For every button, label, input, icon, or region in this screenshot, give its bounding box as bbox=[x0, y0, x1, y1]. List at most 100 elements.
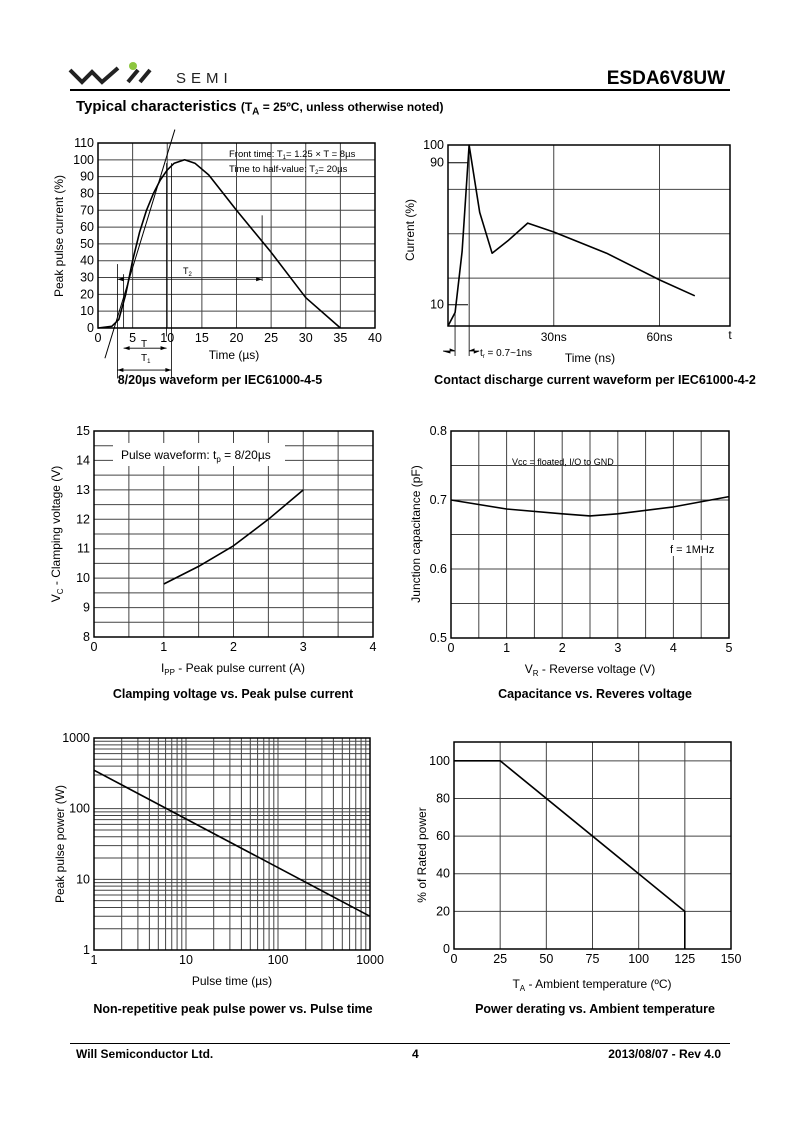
chart4-xtick-label: 4 bbox=[670, 641, 677, 655]
chart1-xtick-label: 35 bbox=[333, 331, 347, 345]
chart1-xlabel: Time (µs) bbox=[209, 348, 259, 362]
chart6-ytick-label: 60 bbox=[436, 829, 450, 843]
chart4-xtick-label: 0 bbox=[448, 641, 455, 655]
chart4-xtick-label: 3 bbox=[614, 641, 621, 655]
chart1-series-line bbox=[97, 159, 341, 329]
chart3-title: Clamping voltage vs. Peak pulse current bbox=[112, 687, 354, 701]
chart6-plot-frame bbox=[453, 741, 732, 950]
chart3-ytick-label: 13 bbox=[76, 483, 90, 497]
chart1-t1-label: T1 bbox=[141, 353, 151, 365]
chart3-xtick-label: 0 bbox=[91, 640, 98, 654]
logo bbox=[68, 60, 168, 93]
chart4-series-line bbox=[450, 495, 730, 517]
chart6-ytick-label: 40 bbox=[436, 867, 450, 881]
chart4-xtick-label: 1 bbox=[503, 641, 510, 655]
chart4-ylabel: Junction capacitance (pF) bbox=[409, 465, 423, 602]
footer-company: Will Semiconductor Ltd. bbox=[76, 1047, 214, 1061]
chart4-frequency: f = 1MHz bbox=[670, 544, 714, 556]
chart3-pulse-annotation: Pulse waveform: tp = 8/20µs bbox=[121, 448, 271, 464]
chart5-ytick-label: 1000 bbox=[62, 731, 90, 745]
chart4-xtick-label: 5 bbox=[726, 641, 733, 655]
chart6-series-line bbox=[454, 760, 686, 949]
chart5-ytick-label: 100 bbox=[69, 802, 90, 816]
chart4-ytick-label: 0.7 bbox=[430, 493, 447, 507]
footer-date-rev: 2013/08/07 - Rev 4.0 bbox=[608, 1047, 721, 1061]
chart1-ytick-label: 10 bbox=[80, 304, 94, 318]
chart1-xtick-label: 10 bbox=[160, 331, 174, 345]
chart1-plot-frame bbox=[97, 142, 376, 329]
chart1-ytick-label: 40 bbox=[80, 254, 94, 268]
chart6-xtick-label: 150 bbox=[721, 952, 742, 966]
chart3-ytick-label: 14 bbox=[76, 453, 90, 467]
will-logo-icon bbox=[68, 62, 152, 85]
chart1-title: 8/20µs waveform per IEC61000-4-5 bbox=[117, 373, 323, 387]
chart3-xtick-label: 4 bbox=[370, 640, 377, 654]
chart4-xtick-label: 2 bbox=[559, 641, 566, 655]
chart6-ytick-label: 20 bbox=[436, 904, 450, 918]
chart2-plot-frame bbox=[447, 144, 731, 327]
chart3-ytick-label: 9 bbox=[83, 601, 90, 615]
chart3-ytick-label: 11 bbox=[77, 542, 90, 556]
chart1-ytick-label: 70 bbox=[80, 203, 94, 217]
chart1-xtick-label: 0 bbox=[95, 331, 102, 345]
chart2-x-end-label: t bbox=[728, 328, 732, 342]
chart1-arrowhead-icon bbox=[117, 368, 172, 373]
chart6-xtick-label: 75 bbox=[586, 952, 600, 966]
chart3-ytick-label: 10 bbox=[76, 571, 90, 585]
chart6-ytick-label: 80 bbox=[436, 791, 450, 805]
section-condition: (TA = 25ºC, unless otherwise noted) bbox=[240, 100, 444, 118]
chart2-tr-label: tr = 0.7~1ns bbox=[480, 348, 532, 360]
chart6-ylabel: % of Rated power bbox=[415, 807, 429, 902]
chart2-ylabel: Current (%) bbox=[403, 199, 417, 261]
chart2-title: Contact discharge current waveform per I… bbox=[434, 373, 756, 387]
chart3-xtick-label: 2 bbox=[230, 640, 237, 654]
chart1-ytick-label: 20 bbox=[80, 287, 94, 301]
chart1-front-time: Front time: T1= 1.25 × T = 8µs bbox=[229, 149, 356, 161]
chart1-xtick-label: 25 bbox=[264, 331, 278, 345]
chart1-xtick-label: 40 bbox=[368, 331, 382, 345]
chart5-ytick-label: 10 bbox=[76, 872, 90, 886]
chart5-plot-frame bbox=[93, 737, 371, 951]
chart1-ytick-label: 60 bbox=[80, 220, 94, 234]
part-number: ESDA6V8UW bbox=[606, 68, 725, 89]
chart1-half-time: Time to half-value: T2= 20µs bbox=[229, 164, 348, 176]
chart4-ytick-label: 0.6 bbox=[430, 562, 447, 576]
chart6-xlabel: TA - Ambient temperature (ºC) bbox=[512, 977, 671, 993]
chart1-ytick-label: 50 bbox=[80, 237, 94, 251]
chart4-plot-frame bbox=[450, 430, 730, 639]
footer-page: 4 bbox=[412, 1047, 419, 1061]
chart2-ytick-label: 90 bbox=[430, 156, 444, 170]
axis-labels: Time (µs) Peak pulse current (%) Front t… bbox=[49, 149, 725, 993]
chart5-xtick-label: 1 bbox=[91, 953, 98, 967]
chart5-xlabel: Pulse time (µs) bbox=[192, 974, 272, 988]
chart4-xlabel: VR - Reverse voltage (V) bbox=[525, 662, 656, 678]
chart2-xlabel: Time (ns) bbox=[565, 351, 615, 365]
chart4-freq-box bbox=[665, 540, 725, 556]
chart3-plot-frame bbox=[93, 430, 374, 638]
section-title: Typical characteristics (TA = 25ºC, unle… bbox=[76, 98, 444, 117]
chart6-xtick-label: 125 bbox=[674, 952, 695, 966]
chart1-ytick-label: 80 bbox=[80, 186, 94, 200]
chart2-xtick-label: 60ns bbox=[646, 330, 672, 344]
chart4-ytick-label: 0.5 bbox=[430, 631, 447, 645]
chart2-series-line bbox=[447, 144, 696, 327]
chart2-ytick-label: 100 bbox=[423, 138, 444, 152]
chart5-xtick-label: 100 bbox=[268, 953, 289, 967]
chart6-xtick-label: 100 bbox=[628, 952, 649, 966]
chart3-ytick-label: 8 bbox=[83, 630, 90, 644]
chart3-ytick-label: 15 bbox=[76, 424, 90, 438]
chart5-xtick-label: 1000 bbox=[356, 953, 384, 967]
chart1-xtick-label: 30 bbox=[299, 331, 313, 345]
chart1-ylabel: Peak pulse current (%) bbox=[52, 175, 66, 297]
chart2-tr-arrow-icon bbox=[442, 348, 480, 354]
chart1-ytick-label: 110 bbox=[74, 136, 94, 150]
chart6-xtick-label: 50 bbox=[539, 952, 553, 966]
chart1-xtick-label: 20 bbox=[230, 331, 244, 345]
logo-dot bbox=[129, 62, 137, 70]
chart3-xtick-label: 3 bbox=[300, 640, 307, 654]
chart5-ylabel: Peak pulse power (W) bbox=[53, 785, 67, 903]
chart3-series-line bbox=[163, 489, 304, 585]
chart1-ytick-label: 0 bbox=[87, 321, 94, 335]
chart1-ytick-label: 30 bbox=[80, 271, 94, 285]
